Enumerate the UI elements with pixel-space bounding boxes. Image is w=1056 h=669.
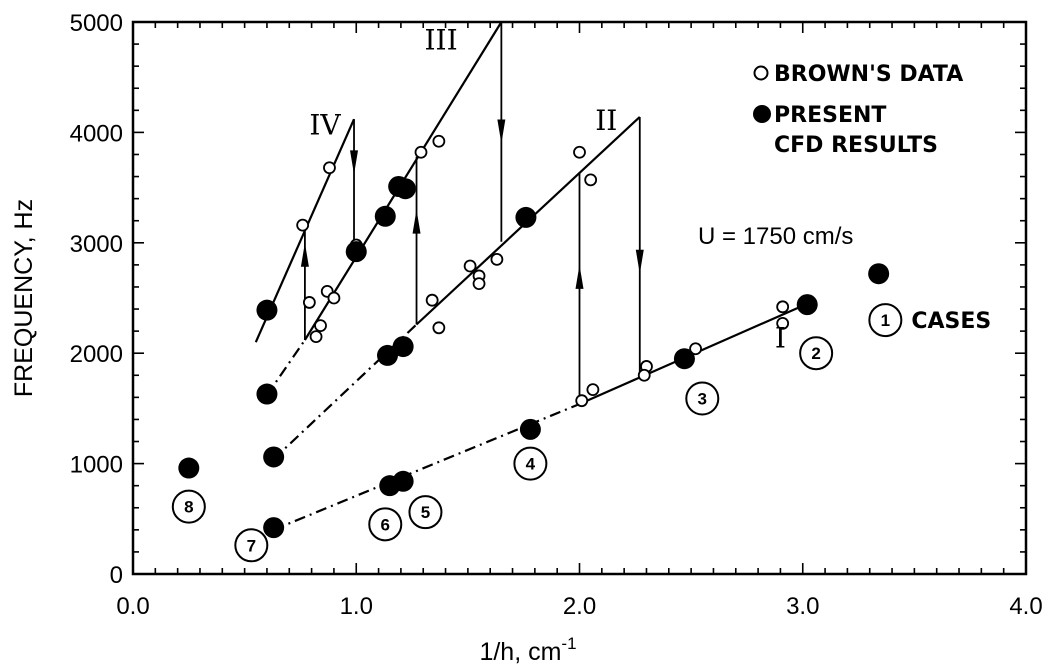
brown-data-point (302, 296, 316, 309)
y-axis-title: FREQUENCY, Hz (10, 199, 38, 397)
cfd-result-point (796, 294, 818, 316)
cases-label: CASES (911, 309, 991, 334)
brown-data-point (323, 161, 336, 175)
brown-data-point (575, 394, 589, 408)
brown-data-point (432, 321, 446, 335)
velocity-annotation: U = 1750 cm/s (698, 223, 853, 250)
stage-label: I (775, 322, 786, 355)
case-circle (868, 303, 903, 338)
brown-data-point (314, 319, 327, 333)
case-number: 4 (526, 455, 536, 474)
cfd-result-point (392, 336, 414, 358)
legend-label-brown: BROWN'S DATA (774, 62, 963, 87)
x-tick-label: 4.0 (1009, 593, 1042, 620)
arrow-down-icon (350, 150, 359, 175)
case-number: 1 (881, 311, 890, 330)
data-points (178, 134, 890, 539)
cfd-result-point (394, 178, 416, 200)
brown-data-point (432, 134, 446, 148)
x-axis-title-exponent: -1 (561, 634, 576, 653)
brown-data-point (472, 277, 486, 291)
cfd-result-point (519, 418, 541, 440)
axes: 0.0 1.0 2.0 3.0 4.0 0 1000 2000 3000 4000 5000 1/h,… (10, 10, 1043, 666)
case-circle (513, 446, 548, 481)
brown-data-point (584, 173, 598, 187)
case-number: 5 (421, 503, 430, 522)
case-number: 8 (184, 498, 193, 517)
cfd-result-point (263, 517, 285, 539)
brown-data-point (637, 368, 651, 382)
arrow-down-icon (635, 249, 644, 274)
case-number: 2 (811, 344, 820, 363)
legend-label-present: PRESENT (774, 103, 886, 128)
cfd-result-point (178, 457, 200, 479)
stage-label: IV (309, 109, 341, 142)
y-tick-label: 5000 (70, 10, 123, 37)
brown-data-point (689, 342, 702, 356)
x-tick-label: 0.0 (116, 593, 149, 620)
case-circle (368, 507, 403, 542)
x-tick-label: 1.0 (340, 593, 373, 620)
arrow-down-icon (497, 119, 506, 144)
y-tick-label: 0 (110, 562, 123, 589)
brown-data-point (327, 291, 341, 305)
line-segment-dashdot (273, 402, 580, 531)
cfd-result-point (263, 446, 285, 468)
case-circle (171, 489, 206, 524)
case-circle (408, 495, 443, 530)
legend: BROWN'S DATA PRESENT CFD RESULTS (753, 62, 963, 158)
arrow-up-icon (575, 264, 584, 289)
x-tick-label: 3.0 (786, 593, 819, 620)
y-tick-label: 1000 (70, 452, 123, 479)
legend-label-cfd: CFD RESULTS (774, 133, 938, 158)
x-axis-title: 1/h, cm-1 (479, 634, 576, 666)
line-segment-dashdot (265, 339, 306, 396)
cfd-result-point (374, 205, 396, 227)
cfd-result-point (377, 344, 399, 366)
cfd-result-point (673, 348, 695, 370)
case-circle (234, 528, 269, 563)
brown-data-point (490, 252, 504, 266)
case-number: 6 (381, 515, 390, 534)
brown-data-point (309, 330, 323, 344)
brown-data-point (425, 293, 439, 307)
case-number: 7 (247, 536, 256, 555)
brown-data-point (586, 383, 600, 397)
cfd-result-point (256, 299, 278, 321)
arrow-up-icon (412, 209, 421, 234)
brown-data-point (776, 316, 790, 330)
case-labels: 1 2 3 4 5 6 7 8 CASES (171, 303, 991, 563)
y-tick-label: 3000 (70, 231, 123, 258)
x-axis-title-main: 1/h, cm (479, 638, 561, 666)
brown-data-point (296, 218, 310, 232)
stage-label: II (595, 104, 617, 137)
cfd-result-point (868, 263, 890, 285)
cfd-result-point (392, 470, 414, 492)
case-circle (799, 336, 834, 371)
brown-data-point (573, 145, 586, 159)
cfd-result-point (345, 241, 367, 263)
brown-data-point (776, 300, 790, 314)
case-circle (685, 381, 720, 416)
y-tick-label: 2000 (70, 341, 123, 368)
brown-data-point (414, 145, 428, 159)
y-tick-label: 4000 (70, 120, 123, 147)
x-tick-label: 2.0 (563, 593, 596, 620)
brown-data-point (463, 259, 477, 273)
case-number: 3 (698, 389, 707, 408)
legend-filled-circle-icon (753, 105, 771, 123)
legend-open-circle-icon (753, 65, 769, 81)
cfd-result-point (515, 206, 537, 228)
cfd-result-point (256, 383, 278, 405)
arrow-up-icon (300, 242, 309, 267)
stage-label: III (424, 24, 457, 57)
